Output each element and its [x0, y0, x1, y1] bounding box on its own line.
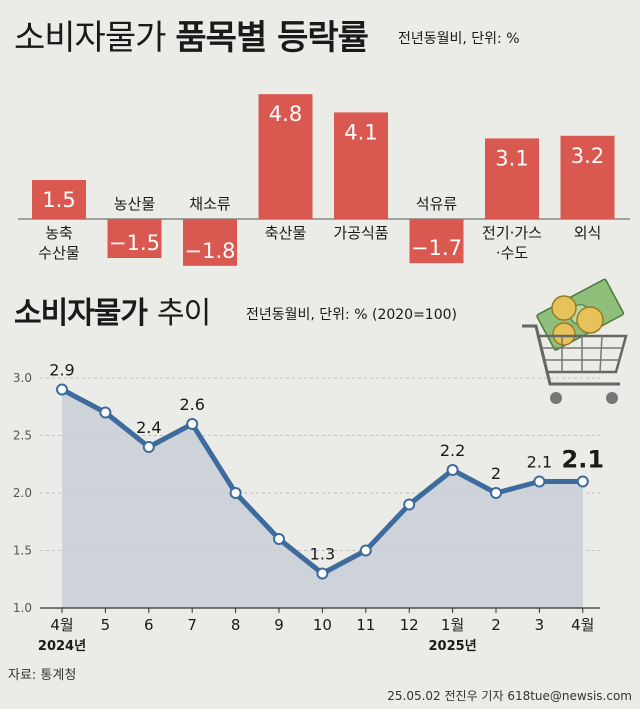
bar-category-line: 전기·가스: [482, 224, 542, 242]
bar-category-line: 가공식품: [333, 224, 388, 242]
bar-category-label-2: 채소류: [189, 195, 231, 213]
point-label-11: 2.1: [527, 453, 552, 472]
x-tick-label: 4월: [571, 616, 594, 634]
data-point-2: [142, 441, 155, 453]
x-tick-label: 4월: [50, 616, 73, 634]
bar-category-line: 농축: [45, 224, 73, 242]
bar-7: [560, 135, 615, 219]
bar-value-label-7: 3.2: [571, 144, 604, 168]
bar-category-line: 수산물: [38, 244, 79, 262]
data-point-3: [186, 418, 199, 430]
x-tick-label: 8: [231, 616, 241, 634]
data-point-1: [99, 406, 112, 419]
data-point-11: [533, 475, 546, 488]
bar-category-line: ·수도: [496, 244, 529, 262]
bar-category-label-5: 석유류: [416, 195, 458, 213]
bar-value-label-1: −1.5: [109, 231, 160, 255]
data-point-8: [403, 498, 416, 511]
source-note: 자료: 통계청: [8, 668, 77, 683]
bar-value-label-0: 1.5: [42, 188, 75, 212]
bar-2: [183, 219, 237, 266]
data-point-12: [576, 475, 589, 488]
bar-category-label-3: 축산물: [265, 224, 306, 242]
line-chart-title: 소비자물가 추이: [14, 288, 211, 332]
shopping-cart-icon: [522, 278, 628, 404]
x-year-label: 2025년: [429, 639, 477, 654]
y-tick-label: 2.0: [13, 486, 32, 500]
bar-value-label-5: −1.7: [411, 236, 462, 260]
bar-category-label-6: 전기·가스 ·수도: [482, 224, 542, 262]
x-tick-label: 11: [356, 616, 375, 634]
bar-category-line: 축산물: [265, 224, 306, 242]
data-point-5: [273, 533, 285, 545]
bar-category-line: 채소류: [189, 195, 231, 213]
bar-4: [334, 112, 388, 219]
line-chart: 3.0 2.5 2.0 1.5 1.0 4월 5 6 7 8 9 10 11 12 1월 2 3 4월 2024년 2…: [13, 361, 605, 655]
data-point-4: [229, 487, 242, 499]
line-chart-unit: 전년동월비, 단위: % (2020=100): [246, 307, 457, 323]
line-chart-title-plain: 추이: [157, 296, 211, 331]
y-tick-label: 1.0: [13, 601, 32, 615]
point-label-12: 2.1: [562, 446, 605, 474]
x-tick-label: 2: [491, 616, 501, 634]
data-point-6: [316, 567, 329, 580]
line-chart-title-bold: 소비자물가: [14, 296, 148, 331]
bar-chart-title-plain: 소비자물가: [14, 18, 166, 58]
bar-category-label-7: 외식: [574, 224, 602, 242]
line-area: [62, 389, 583, 608]
point-label-2: 2.4: [136, 418, 161, 437]
x-tick-label: 9: [274, 616, 284, 634]
x-year-label: 2024년: [38, 639, 86, 654]
bar-chart-unit: 전년동월비, 단위: %: [398, 31, 520, 47]
bar-value-label-4: 4.1: [344, 120, 377, 144]
bar-value-label-6: 3.1: [495, 146, 528, 170]
bar-chart-title-bold: 품목별 등락률: [175, 18, 369, 58]
bar-category-line: 외식: [574, 224, 602, 242]
point-label-6: 1.3: [310, 545, 335, 564]
bar-6: [485, 138, 539, 219]
bar-5: [409, 219, 464, 264]
bar-3: [258, 94, 313, 219]
bar-chart-title: 소비자물가 품목별 등락률: [14, 10, 369, 59]
point-label-3: 2.6: [179, 395, 204, 414]
bar-category-label-4: 가공식품: [333, 224, 388, 242]
y-tick-label: 2.5: [13, 429, 32, 443]
x-tick-label: 6: [144, 616, 154, 634]
point-label-10: 2: [491, 464, 501, 483]
y-tick-label: 1.5: [13, 544, 32, 558]
x-tick-label: 5: [101, 616, 111, 634]
y-tick-label: 3.0: [13, 371, 32, 385]
data-point-0: [56, 383, 68, 396]
x-tick-label: 1월: [441, 616, 464, 634]
x-tick-label: 10: [313, 616, 332, 634]
bar-category-line: 석유류: [416, 195, 458, 213]
bar-0: [32, 180, 86, 219]
x-tick-label: 3: [535, 616, 545, 634]
bar-value-label-2: −1.8: [185, 239, 236, 263]
x-tick-label: 7: [187, 616, 197, 634]
bar-category-label-1: 농산물: [114, 195, 155, 213]
point-label-0: 2.9: [49, 361, 74, 380]
data-point-10: [490, 487, 502, 499]
point-label-9: 2.2: [440, 441, 465, 460]
data-point-7: [359, 544, 372, 557]
bar-value-label-3: 4.8: [269, 102, 302, 126]
bar-category-line: 농산물: [114, 195, 155, 213]
data-point-9: [446, 464, 459, 476]
bar-1: [107, 219, 162, 258]
credit-line: 25.05.02 전진우 기자 618tue@newsis.com: [387, 689, 632, 703]
x-tick-label: 12: [400, 616, 419, 634]
